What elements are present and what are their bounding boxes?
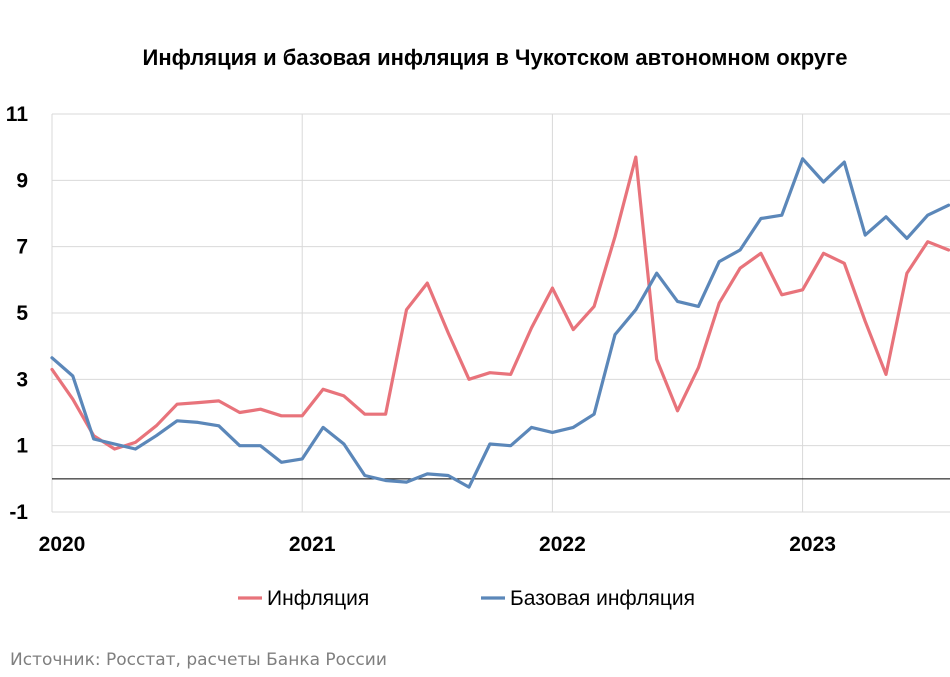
y-axis-ticks: 11 9 7 5 3 1 -1 — [6, 103, 29, 524]
grid-lines — [51, 113, 950, 513]
y-tick-label: 7 — [16, 236, 28, 259]
y-tick-label: 9 — [16, 169, 28, 192]
x-axis-ticks: 2020 2021 2022 2023 — [39, 533, 836, 556]
source-note: Источник: Росстат, расчеты Банка России — [10, 650, 387, 670]
x-tick-label: 2021 — [289, 533, 336, 556]
series-lines — [50, 155, 950, 489]
legend-label: Инфляция — [267, 587, 369, 610]
x-tick-label: 2020 — [39, 533, 86, 556]
x-tick-label: 2023 — [789, 533, 836, 556]
y-tick-label: 11 — [6, 103, 29, 126]
y-tick-label: 5 — [16, 302, 28, 325]
y-tick-label: 3 — [16, 368, 28, 391]
legend: Инфляция Базовая инфляция — [238, 587, 695, 610]
x-tick-label: 2022 — [539, 533, 586, 556]
series-line-core-inflation — [50, 157, 950, 489]
y-tick-label: -1 — [9, 501, 28, 524]
chart-title: Инфляция и базовая инфляция в Чукотском … — [142, 45, 848, 70]
legend-label: Базовая инфляция — [510, 587, 695, 610]
series-line-inflation — [50, 155, 950, 451]
y-tick-label: 1 — [16, 435, 28, 458]
